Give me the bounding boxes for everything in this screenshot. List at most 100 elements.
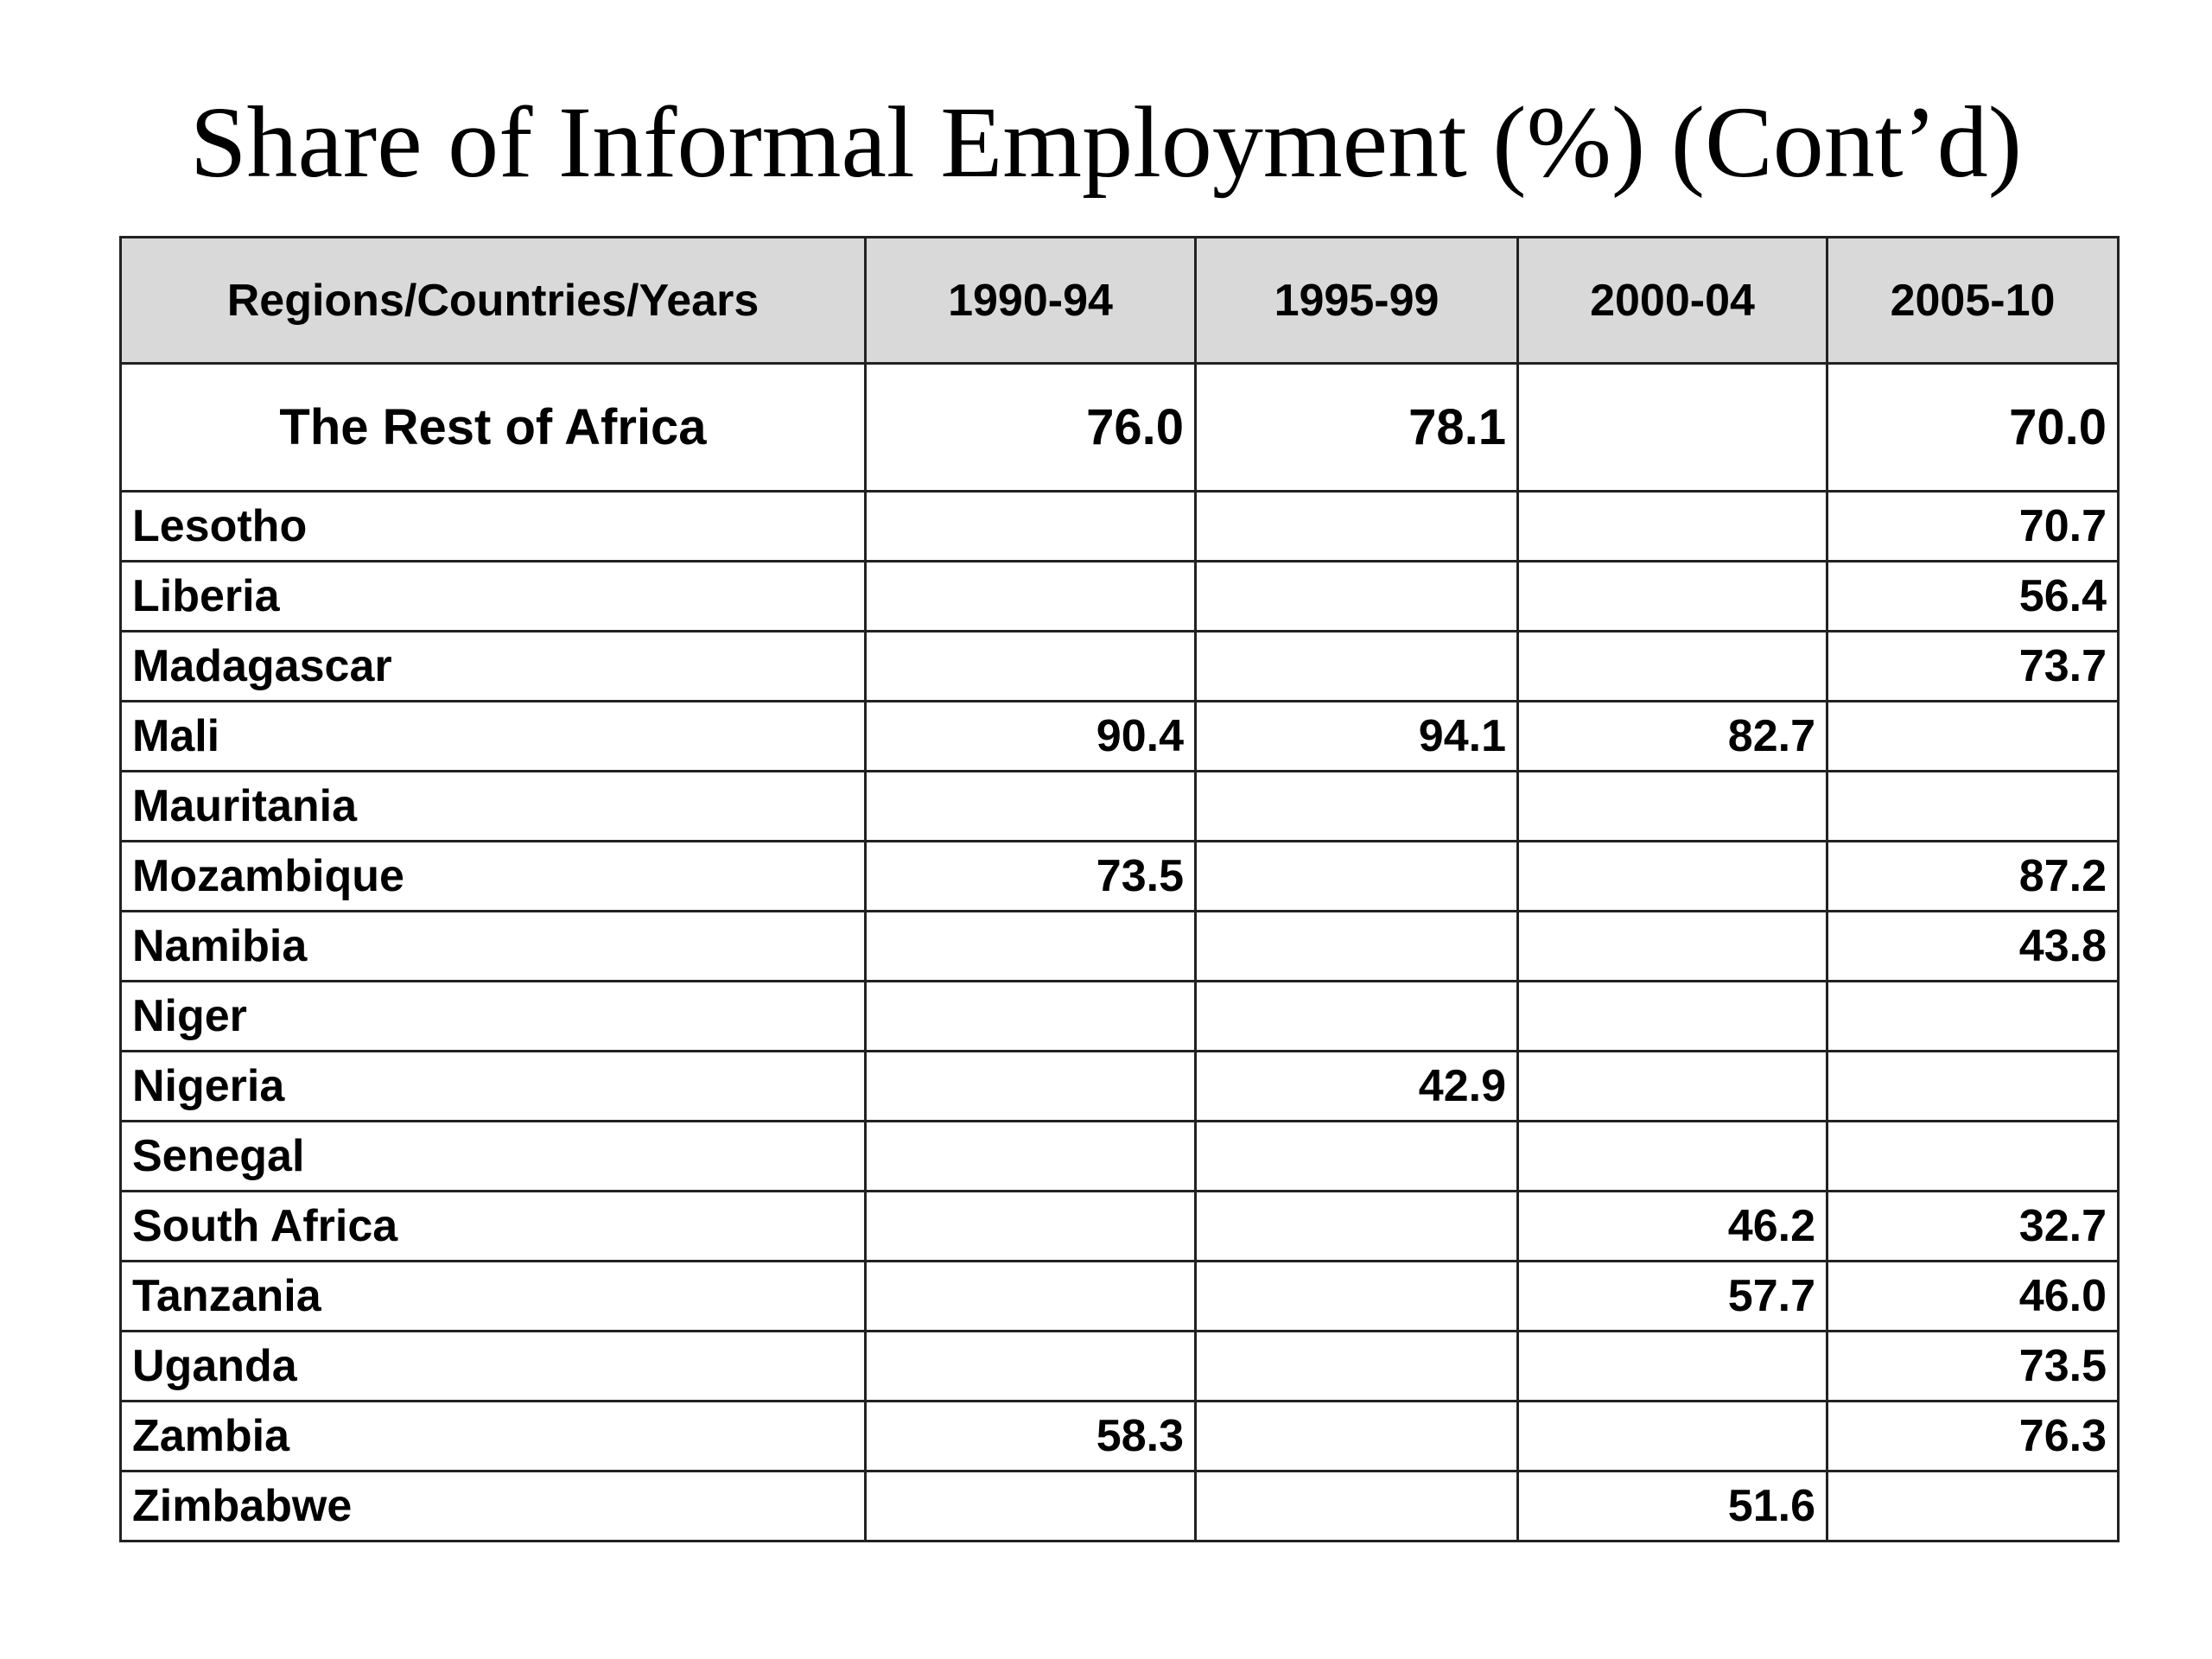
country-name-cell: Tanzania	[119, 1260, 867, 1332]
table-row: Lesotho 70.7	[119, 490, 2120, 563]
country-name-cell: South Africa	[119, 1190, 867, 1262]
column-header-2005-10: 2005-10	[1826, 236, 2120, 365]
region-value-cell: 78.1	[1194, 362, 1519, 493]
value-cell	[864, 560, 1197, 632]
table-body: The Rest of Africa 76.0 78.1 70.0 Lesoth…	[119, 362, 2120, 1542]
value-cell	[1826, 1050, 2120, 1122]
value-cell	[864, 770, 1197, 842]
region-value-cell: 76.0	[864, 362, 1197, 493]
value-cell	[1516, 980, 1828, 1052]
value-cell	[864, 1470, 1197, 1542]
value-cell	[1194, 560, 1519, 632]
informal-employment-table: Regions/Countries/Years 1990-94 1995-99 …	[119, 236, 2120, 1542]
value-cell: 58.3	[864, 1400, 1197, 1472]
table-row: Zambia 58.3 76.3	[119, 1400, 2120, 1472]
region-value-cell: 70.0	[1826, 362, 2120, 493]
country-name-cell: Liberia	[119, 560, 867, 632]
table-row: Uganda 73.5	[119, 1330, 2120, 1402]
value-cell	[1826, 700, 2120, 772]
value-cell	[1516, 1120, 1828, 1192]
value-cell	[864, 1050, 1197, 1122]
country-name-cell: Uganda	[119, 1330, 867, 1402]
value-cell	[1194, 490, 1519, 563]
country-name-cell: Namibia	[119, 910, 867, 982]
value-cell	[864, 1120, 1197, 1192]
value-cell	[1194, 980, 1519, 1052]
value-cell: 51.6	[1516, 1470, 1828, 1542]
column-header-1990-94: 1990-94	[864, 236, 1197, 365]
value-cell	[1194, 770, 1519, 842]
value-cell	[1516, 630, 1828, 702]
table-row: South Africa 46.2 32.7	[119, 1190, 2120, 1262]
value-cell	[1826, 770, 2120, 842]
value-cell	[1194, 1330, 1519, 1402]
value-cell	[1194, 1120, 1519, 1192]
value-cell: 56.4	[1826, 560, 2120, 632]
value-cell: 76.3	[1826, 1400, 2120, 1472]
table-header-row: Regions/Countries/Years 1990-94 1995-99 …	[119, 236, 2120, 365]
column-header-2000-04: 2000-04	[1516, 236, 1828, 365]
value-cell	[1516, 1050, 1828, 1122]
value-cell	[1516, 840, 1828, 912]
table-row: Mauritania	[119, 770, 2120, 842]
value-cell	[1516, 1330, 1828, 1402]
column-header-1995-99: 1995-99	[1194, 236, 1519, 365]
country-name-cell: Mauritania	[119, 770, 867, 842]
value-cell: 32.7	[1826, 1190, 2120, 1262]
value-cell	[864, 1260, 1197, 1332]
value-cell: 42.9	[1194, 1050, 1519, 1122]
table-row: Niger	[119, 980, 2120, 1052]
value-cell	[864, 490, 1197, 563]
value-cell	[1826, 1470, 2120, 1542]
country-name-cell: Mozambique	[119, 840, 867, 912]
table-row: Tanzania 57.7 46.0	[119, 1260, 2120, 1332]
value-cell: 73.5	[864, 840, 1197, 912]
country-name-cell: Niger	[119, 980, 867, 1052]
value-cell	[1516, 560, 1828, 632]
table-row: Mali 90.4 94.1 82.7	[119, 700, 2120, 772]
value-cell	[864, 1190, 1197, 1262]
table-row: Namibia 43.8	[119, 910, 2120, 982]
value-cell	[1194, 1260, 1519, 1332]
value-cell	[1194, 630, 1519, 702]
page-title: Share of Informal Employment (%) (Cont’d…	[189, 86, 2023, 199]
value-cell: 73.7	[1826, 630, 2120, 702]
value-cell	[1194, 840, 1519, 912]
value-cell: 46.0	[1826, 1260, 2120, 1332]
country-name-cell: Nigeria	[119, 1050, 867, 1122]
column-header-regions: Regions/Countries/Years	[119, 236, 867, 365]
value-cell: 57.7	[1516, 1260, 1828, 1332]
region-name-cell: The Rest of Africa	[119, 362, 867, 493]
region-row: The Rest of Africa 76.0 78.1 70.0	[119, 362, 2120, 493]
country-name-cell: Lesotho	[119, 490, 867, 563]
country-name-cell: Mali	[119, 700, 867, 772]
value-cell	[1194, 1190, 1519, 1262]
value-cell: 73.5	[1826, 1330, 2120, 1402]
table-row: Liberia 56.4	[119, 560, 2120, 632]
table-row: Nigeria 42.9	[119, 1050, 2120, 1122]
value-cell	[1516, 770, 1828, 842]
table-row: Zimbabwe 51.6	[119, 1470, 2120, 1542]
country-name-cell: Senegal	[119, 1120, 867, 1192]
table-row: Mozambique 73.5 87.2	[119, 840, 2120, 912]
value-cell	[1516, 1400, 1828, 1472]
country-name-cell: Zimbabwe	[119, 1470, 867, 1542]
value-cell: 82.7	[1516, 700, 1828, 772]
value-cell	[1516, 910, 1828, 982]
table-row: Madagascar 73.7	[119, 630, 2120, 702]
value-cell: 70.7	[1826, 490, 2120, 563]
value-cell	[864, 1330, 1197, 1402]
value-cell	[1516, 490, 1828, 563]
value-cell	[864, 630, 1197, 702]
value-cell: 87.2	[1826, 840, 2120, 912]
value-cell	[1194, 910, 1519, 982]
value-cell	[1826, 1120, 2120, 1192]
region-value-cell	[1516, 362, 1828, 493]
country-name-cell: Zambia	[119, 1400, 867, 1472]
value-cell	[864, 910, 1197, 982]
value-cell: 46.2	[1516, 1190, 1828, 1262]
country-name-cell: Madagascar	[119, 630, 867, 702]
value-cell	[864, 980, 1197, 1052]
value-cell: 94.1	[1194, 700, 1519, 772]
value-cell	[1194, 1470, 1519, 1542]
